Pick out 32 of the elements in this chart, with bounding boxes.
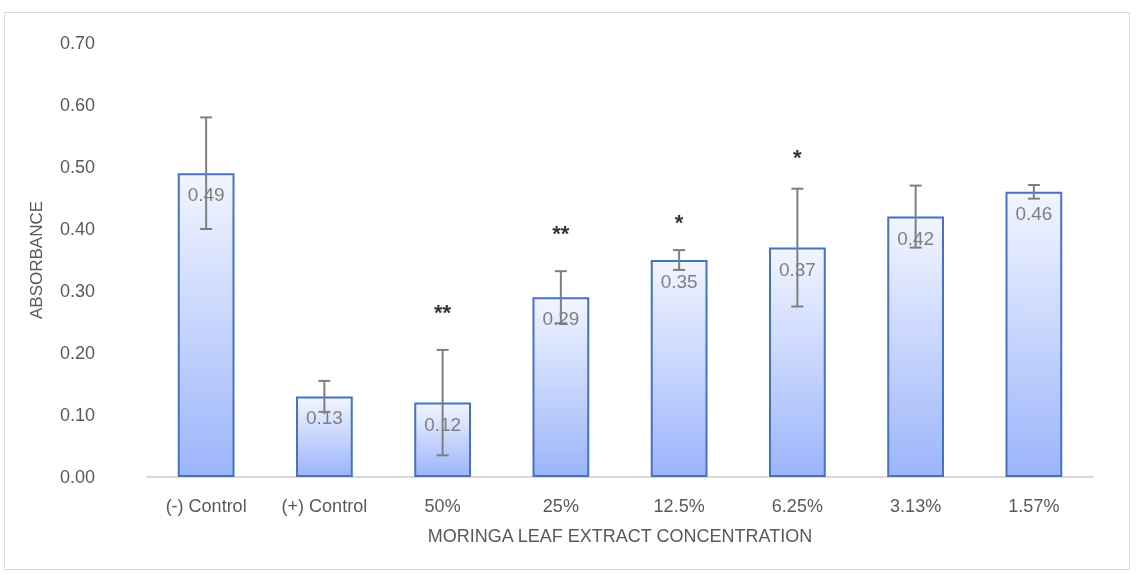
- bar: [650, 260, 708, 477]
- y-tick-label: 0.20: [59, 343, 95, 363]
- data-label: 0.13: [305, 407, 343, 429]
- bar: [887, 216, 945, 477]
- x-tick-label: 12.5%: [653, 496, 705, 516]
- y-tick-label: 0.40: [59, 219, 95, 239]
- data-label: 0.46: [1015, 202, 1053, 224]
- annotation: **: [552, 221, 570, 247]
- y-axis-title: ABSORBANCE: [27, 200, 46, 320]
- x-tick-label: 3.13%: [890, 496, 942, 516]
- bar: [177, 173, 235, 477]
- y-tick-label: 0.70: [59, 33, 95, 53]
- annotation: **: [434, 300, 452, 326]
- x-tick-label: 50%: [424, 496, 461, 516]
- y-tick-label: 0.50: [59, 157, 95, 177]
- y-tick-label: 0.00: [59, 467, 95, 487]
- x-tick-label: 1.57%: [1008, 496, 1060, 516]
- y-tick-label: 0.60: [59, 95, 95, 115]
- data-label: 0.35: [660, 271, 698, 292]
- bar: [1005, 191, 1063, 477]
- annotation: *: [674, 209, 684, 235]
- bar: [769, 247, 826, 477]
- bar: [296, 396, 353, 477]
- x-tick-label: (-) Control: [165, 496, 247, 516]
- x-tick-label: 25%: [542, 496, 579, 516]
- y-tick-label: 0.10: [59, 405, 95, 425]
- annotation: *: [793, 145, 803, 171]
- x-tick-label: 6.25%: [771, 496, 823, 516]
- y-tick-label: 0.30: [59, 281, 95, 301]
- bar: [532, 297, 590, 477]
- x-tick-label: (+) Control: [281, 496, 368, 516]
- x-axis-title: MORINGA LEAF EXTRACT CONCENTRATION: [427, 526, 813, 546]
